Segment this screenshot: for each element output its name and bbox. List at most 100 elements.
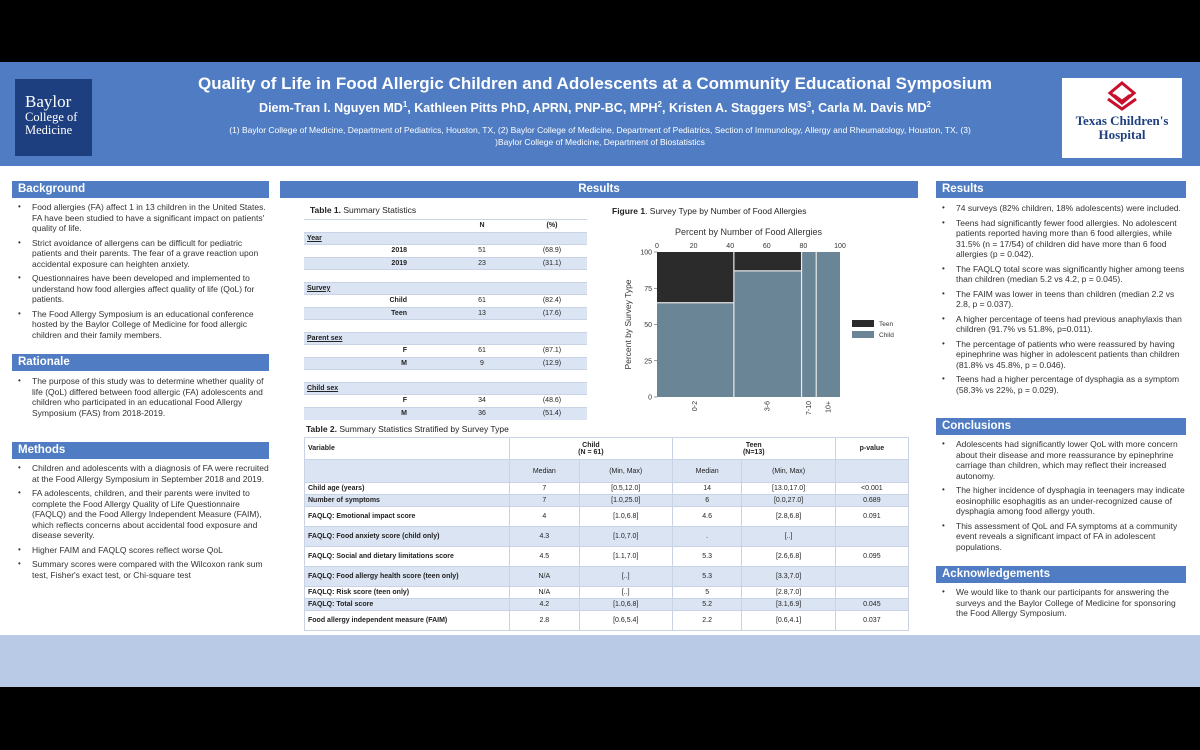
rationale-heading: Rationale bbox=[12, 354, 269, 371]
header-text: (N = 61) bbox=[578, 448, 604, 456]
table-cell: Child bbox=[304, 294, 447, 307]
column-header: Teen (N=13) bbox=[671, 437, 836, 460]
list-item: The purpose of this study was to determi… bbox=[12, 376, 269, 418]
poster-title: Quality of Life in Food Allergic Childre… bbox=[197, 74, 993, 93]
results-summary-heading: Results bbox=[936, 181, 1186, 198]
table-cell: 0.091 bbox=[834, 506, 910, 527]
table-cell bbox=[304, 319, 447, 332]
table-cell: Teen bbox=[304, 306, 447, 320]
table-cell: FAQLQ: Social and dietary limitations sc… bbox=[304, 546, 510, 567]
table-cell: 0.037 bbox=[834, 610, 910, 631]
conclusions-list: Adolescents had significantly lower QoL … bbox=[936, 439, 1186, 556]
x-tick-label: 40 bbox=[726, 243, 734, 250]
table-cell: 23 bbox=[447, 256, 517, 270]
table-cell: 51 bbox=[447, 244, 517, 257]
table-row: FAQLQ: Food allergy health score (teen o… bbox=[304, 566, 910, 587]
header-text: Child bbox=[582, 441, 600, 449]
table-row: Parent sex bbox=[304, 331, 587, 345]
mosaic-chart: Percent by Number of Food Allergies 0 20 40… bbox=[612, 217, 910, 432]
table-cell: 9 bbox=[447, 356, 517, 370]
table-cell: Survey bbox=[304, 281, 447, 295]
list-item: The higher incidence of dysphagia in tee… bbox=[936, 485, 1186, 517]
table-cell bbox=[517, 319, 587, 332]
table-row: FAQLQ: Social and dietary limitations sc… bbox=[304, 546, 910, 567]
column-header: (Min, Max) bbox=[578, 459, 673, 483]
table-row: Food allergy independent measure (FAIM) 2… bbox=[304, 610, 910, 631]
list-item: Teens had a higher percentage of dysphag… bbox=[936, 374, 1186, 395]
list-item: Higher FAIM and FAQLQ scores reflect wor… bbox=[12, 545, 269, 556]
table-cell: (48.6) bbox=[517, 394, 587, 407]
table-cell: (51.4) bbox=[517, 406, 587, 420]
x-category-label: 7-10 bbox=[806, 401, 813, 415]
table-row: 2019 23 (31.1) bbox=[304, 256, 587, 270]
list-item: The FAIM was lower in teens than childre… bbox=[936, 289, 1186, 310]
poster: Baylor College of Medicine Quality of Li… bbox=[0, 62, 1200, 687]
column-header: Median bbox=[509, 459, 580, 483]
chart-svg: Percent by Number of Food Allergies 0 20 40… bbox=[623, 227, 894, 415]
teen-tile bbox=[657, 252, 734, 303]
list-item: Questionnaires have been developed and i… bbox=[12, 273, 269, 305]
x-tick-label: 100 bbox=[834, 243, 846, 250]
caption-text: Summary Statistics Stratified by Survey … bbox=[337, 424, 509, 434]
table-cell: (12.9) bbox=[517, 356, 587, 370]
table-cell bbox=[517, 269, 587, 282]
logo-text: Hospital bbox=[1098, 127, 1146, 142]
table-cell: FAQLQ: Food allergy health score (teen o… bbox=[304, 566, 510, 587]
table-cell: N/A bbox=[509, 566, 580, 587]
table-header-row: Variable Child (N = 61) Teen (N=13) p-valu… bbox=[304, 437, 910, 460]
table-cell: 2018 bbox=[304, 244, 447, 257]
list-item: The Food Allergy Symposium is an educati… bbox=[12, 309, 269, 341]
table-cell: 61 bbox=[447, 294, 517, 307]
caption-text: . Survey Type by Number of Food Allergie… bbox=[645, 206, 807, 216]
table-cell: [1.0,7.0] bbox=[578, 526, 673, 547]
table-row: F 61 (87.1) bbox=[304, 344, 587, 357]
table-cell: 4.6 bbox=[671, 506, 743, 527]
table-cell: Food allergy independent measure (FAIM) bbox=[304, 610, 510, 631]
header-text: Teen bbox=[745, 441, 762, 449]
table-cell bbox=[304, 369, 447, 382]
table-cell: N/A bbox=[509, 586, 580, 599]
table-cell bbox=[834, 459, 910, 483]
table-cell: <0.001 bbox=[834, 482, 910, 495]
footer-band bbox=[0, 635, 1200, 687]
table-row: Child sex bbox=[304, 381, 587, 395]
table-cell: 13 bbox=[447, 306, 517, 320]
list-item: Children and adolescents with a diagnosi… bbox=[12, 463, 269, 484]
teen-tile bbox=[734, 252, 801, 271]
table-cell: [1.0,6.8] bbox=[578, 506, 673, 527]
table-cell: (17.6) bbox=[517, 306, 587, 320]
table-cell: [13.0,17.0] bbox=[741, 482, 836, 495]
header-text: (N=13) bbox=[742, 448, 765, 456]
tch-emblem-icon bbox=[1107, 81, 1137, 111]
table-cell bbox=[447, 331, 517, 345]
table-cell bbox=[834, 586, 910, 599]
table-row: Year bbox=[304, 231, 587, 245]
table-cell: M bbox=[304, 406, 447, 420]
acknowledgements-list: We would like to thank our participants … bbox=[936, 587, 1186, 623]
results-summary-list: 74 surveys (82% children, 18% adolescent… bbox=[936, 203, 1186, 399]
table-cell bbox=[447, 381, 517, 395]
table2-caption: Table 2. Summary Statistics Stratified b… bbox=[306, 424, 509, 434]
caption-text: Summary Statistics bbox=[341, 205, 417, 215]
table-cell: [2.8,7.0] bbox=[741, 586, 836, 599]
list-item: Adolescents had significantly lower QoL … bbox=[936, 439, 1186, 481]
list-item: Summary scores were compared with the Wi… bbox=[12, 559, 269, 580]
table-cell bbox=[304, 269, 447, 282]
table-row: FAQLQ: Total score 4.2 [1.0,6.8] 5.2 [3.1,6.… bbox=[304, 598, 910, 611]
caption-label: Figure 1 bbox=[612, 206, 646, 216]
table-cell: [1.1,7.0] bbox=[578, 546, 673, 567]
table-cell: F bbox=[304, 344, 447, 357]
column-header: N bbox=[447, 219, 517, 232]
author-name: Diem-Tran I. Nguyen MD bbox=[259, 101, 403, 116]
caption-label: Table 1. bbox=[310, 205, 342, 215]
table-cell: M bbox=[304, 356, 447, 370]
x-category-label: 10+ bbox=[825, 401, 832, 413]
table-row: M 36 (51.4) bbox=[304, 406, 587, 420]
table-cell: 5.2 bbox=[671, 598, 743, 611]
table-row: Number of symptoms 7 [1.0,25.0] 6 [0.0,27.0]… bbox=[304, 494, 910, 507]
table-cell: 4.2 bbox=[509, 598, 580, 611]
table-cell bbox=[834, 526, 910, 547]
table-cell: [..] bbox=[578, 586, 673, 599]
column-header: Child (N = 61) bbox=[509, 437, 673, 460]
table-cell: 0.095 bbox=[834, 546, 910, 567]
